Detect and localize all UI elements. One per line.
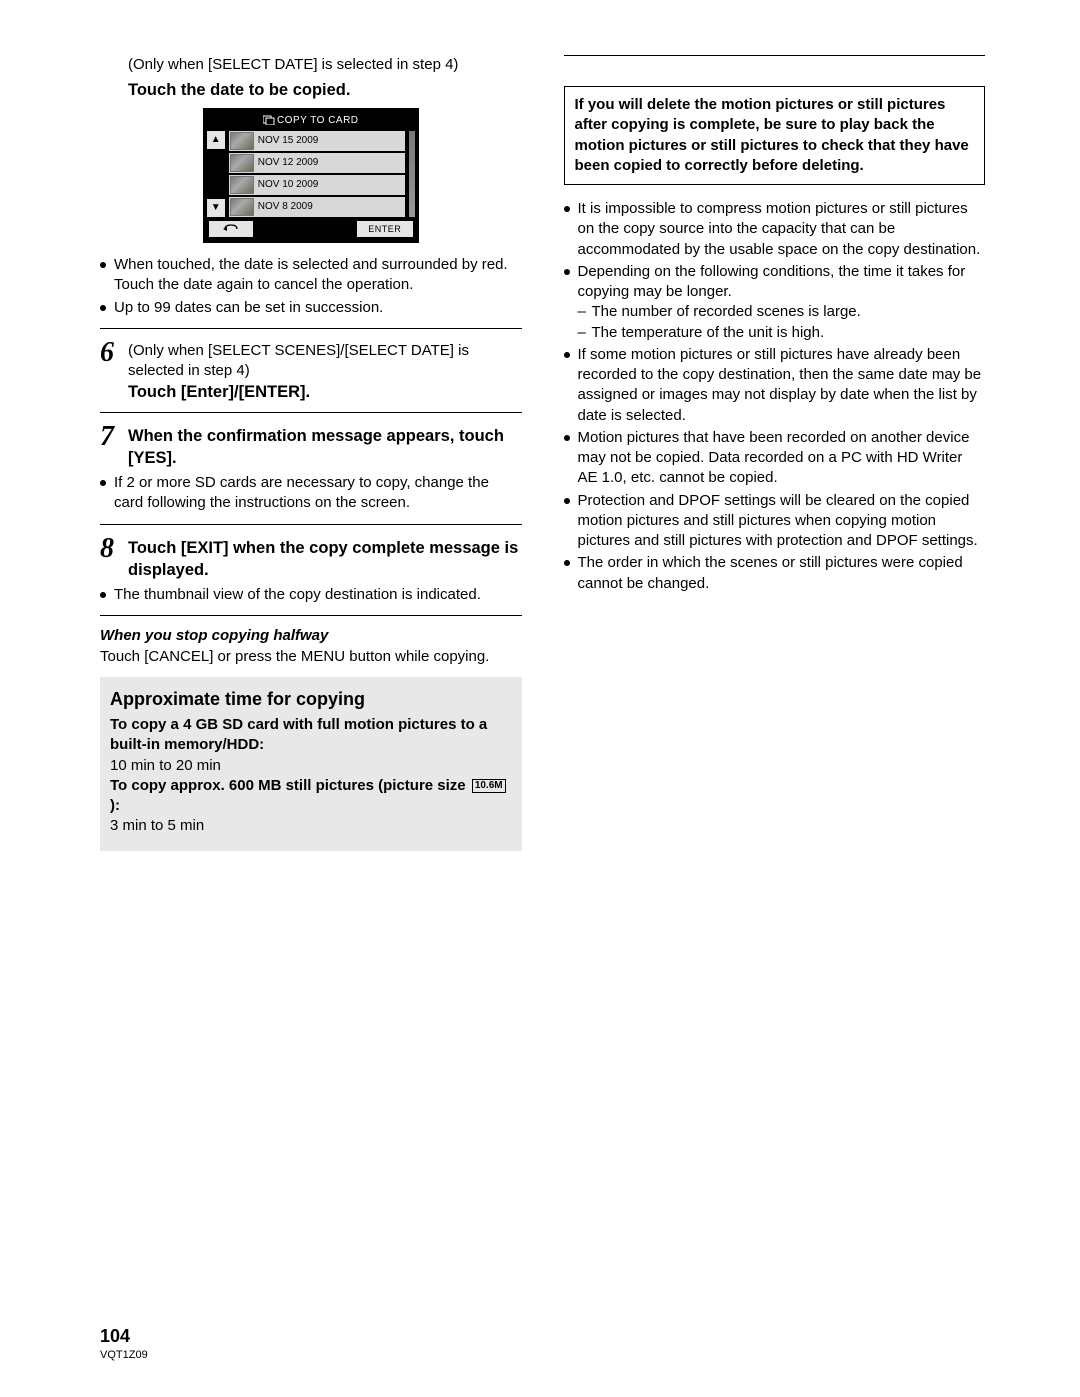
- enter-button[interactable]: ENTER: [357, 221, 413, 237]
- note-item: Protection and DPOF settings will be cle…: [564, 491, 986, 552]
- divider: [100, 412, 522, 413]
- note-item: The order in which the scenes or still p…: [564, 553, 986, 594]
- page-number: 104: [100, 1324, 148, 1348]
- note-item: It is impossible to compress motion pict…: [564, 199, 986, 260]
- note-item: When touched, the date is selected and s…: [100, 255, 522, 296]
- time-sub1: To copy a 4 GB SD card with full motion …: [110, 715, 512, 756]
- date-row[interactable]: NOV 15 2009: [229, 131, 405, 151]
- right-column: If you will delete the motion pictures o…: [564, 55, 986, 851]
- device-screenshot: COPY TO CARD ▲ ▼ NOV 15 2009 NOV 12 2009…: [203, 108, 419, 244]
- picture-size-icon: 10.6M: [472, 779, 506, 793]
- time-info-box: Approximate time for copying To copy a 4…: [100, 677, 522, 851]
- right-notes: It is impossible to compress motion pict…: [564, 199, 986, 594]
- scroll-up-button[interactable]: ▲: [207, 131, 225, 149]
- note-item: If 2 or more SD cards are necessary to c…: [100, 473, 522, 514]
- step8-title: Touch [EXIT] when the copy complete mess…: [128, 537, 522, 582]
- halfway-title: When you stop copying halfway: [100, 626, 522, 646]
- divider: [100, 328, 522, 329]
- note-item: Up to 99 dates can be set in succession.: [100, 298, 522, 318]
- step6-title: Touch [Enter]/[ENTER].: [128, 381, 522, 403]
- time-title: Approximate time for copying: [110, 687, 512, 711]
- sub-note-item: The number of recorded scenes is large.: [578, 302, 986, 322]
- step8-notes: The thumbnail view of the copy destinati…: [100, 585, 522, 605]
- divider: [100, 615, 522, 616]
- note-item: The thumbnail view of the copy destinati…: [100, 585, 522, 605]
- time-val1: 10 min to 20 min: [110, 756, 512, 776]
- date-row[interactable]: NOV 8 2009: [229, 197, 405, 217]
- divider: [100, 524, 522, 525]
- scrollbar[interactable]: [409, 131, 415, 217]
- warning-box: If you will delete the motion pictures o…: [564, 86, 986, 185]
- back-button[interactable]: [209, 221, 253, 237]
- date-row[interactable]: NOV 12 2009: [229, 153, 405, 173]
- step5-notes: When touched, the date is selected and s…: [100, 255, 522, 318]
- halfway-body: Touch [CANCEL] or press the MENU button …: [100, 647, 522, 667]
- note-item: If some motion pictures or still picture…: [564, 345, 986, 426]
- note-item: Depending on the following conditions, t…: [564, 262, 986, 343]
- time-val2: 3 min to 5 min: [110, 816, 512, 836]
- date-list: NOV 15 2009 NOV 12 2009 NOV 10 2009 NOV …: [229, 131, 405, 217]
- step-number: 7: [100, 423, 120, 451]
- step7-notes: If 2 or more SD cards are necessary to c…: [100, 473, 522, 514]
- sub-note-item: The temperature of the unit is high.: [578, 323, 986, 343]
- step5-condition: (Only when [SELECT DATE] is selected in …: [128, 55, 522, 75]
- warning-text: If you will delete the motion pictures o…: [575, 95, 975, 176]
- step-6: 6 (Only when [SELECT SCENES]/[SELECT DAT…: [100, 339, 522, 404]
- step6-condition: (Only when [SELECT SCENES]/[SELECT DATE]…: [128, 341, 522, 382]
- step-7: 7 When the confirmation message appears,…: [100, 423, 522, 470]
- step-8: 8 Touch [EXIT] when the copy complete me…: [100, 535, 522, 582]
- scroll-down-button[interactable]: ▼: [207, 199, 225, 217]
- step5-heading: Touch the date to be copied.: [128, 79, 522, 101]
- note-item: Motion pictures that have been recorded …: [564, 428, 986, 489]
- step-number: 8: [100, 535, 120, 563]
- screenshot-title: COPY TO CARD: [207, 112, 415, 132]
- left-column: (Only when [SELECT DATE] is selected in …: [100, 55, 522, 851]
- date-row[interactable]: NOV 10 2009: [229, 175, 405, 195]
- time-sub2: To copy approx. 600 MB still pictures (p…: [110, 776, 512, 817]
- divider: [564, 55, 986, 56]
- step-number: 6: [100, 339, 120, 367]
- step7-title: When the confirmation message appears, t…: [128, 425, 522, 470]
- page-footer: 104 VQT1Z09: [100, 1324, 148, 1363]
- document-id: VQT1Z09: [100, 1348, 148, 1363]
